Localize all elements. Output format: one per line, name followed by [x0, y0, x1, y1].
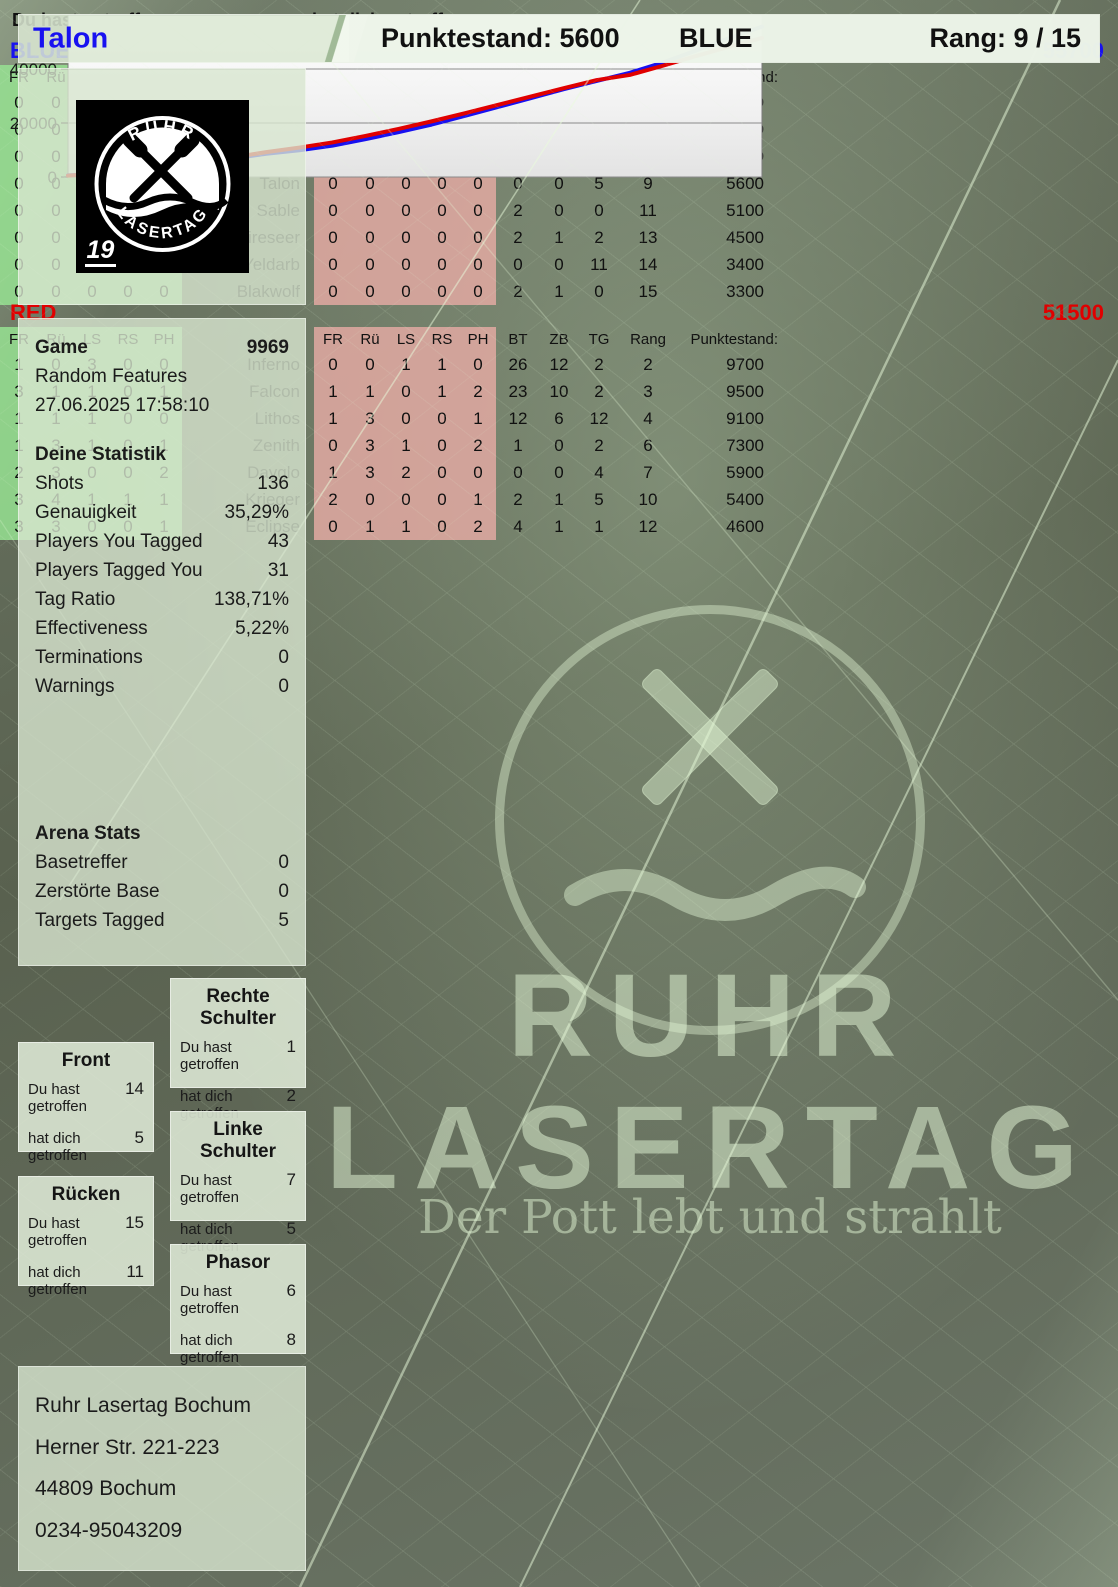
- header-bar: Talon Punktestand: 5600 BLUE Rang: 9 / 1…: [18, 14, 1100, 63]
- stat-value: 5,22%: [235, 618, 289, 639]
- address-panel: Ruhr Lasertag Bochum Herner Str. 221-223…: [18, 1366, 306, 1571]
- game-mode: Random Features: [35, 366, 188, 387]
- game-datetime: 27.06.2025 17:58:10: [35, 395, 210, 416]
- stat-value: 31: [267, 560, 289, 581]
- stat-value: 136: [257, 473, 289, 494]
- zone-taken-value: 11: [126, 1262, 144, 1281]
- game-label: Game: [35, 337, 88, 358]
- zone-hit-row: Du hast getroffen 1: [180, 1037, 296, 1073]
- arena-stat-value: 0: [278, 852, 289, 873]
- zone-taken-row: hat dich getroffen 11: [28, 1262, 144, 1298]
- stat-value: 43: [267, 531, 289, 552]
- stat-row: Tag Ratio 138,71%: [35, 585, 289, 614]
- avatar-badge: 19: [84, 238, 117, 267]
- address-line: 0234-95043209: [35, 1519, 183, 1543]
- stat-label: Warnings: [35, 676, 115, 697]
- zone-box-ruecken: Rücken Du hast getroffen 15 hat dich get…: [18, 1176, 154, 1298]
- game-row: Game 9969: [35, 333, 289, 362]
- stat-value: 138,71%: [213, 589, 289, 610]
- zone-taken-label: hat dich getroffen: [28, 1130, 87, 1164]
- stat-value: 35,29%: [224, 502, 289, 523]
- zone-hit-label: Du hast getroffen: [28, 1081, 87, 1115]
- statistics-panel: Game 9969 Random Features 27.06.2025 17:…: [18, 318, 306, 966]
- zone-hit-label: Du hast getroffen: [180, 1283, 239, 1317]
- zone-hit-label: Du hast getroffen: [180, 1039, 239, 1073]
- stat-row: Genauigkeit 35,29%: [35, 498, 289, 527]
- address-line: 44809 Bochum: [35, 1477, 177, 1501]
- zone-hit-value: 1: [286, 1037, 296, 1056]
- zone-taken-value: 5: [286, 1219, 296, 1238]
- player-name: Talon: [33, 22, 109, 54]
- stat-value: 0: [278, 647, 289, 668]
- stat-value: 0: [278, 676, 289, 697]
- zone-hit-label: Du hast getroffen: [28, 1215, 87, 1249]
- stat-label: Effectiveness: [35, 618, 148, 639]
- stat-label: Genauigkeit: [35, 502, 137, 523]
- zone-title: Rücken: [51, 1184, 121, 1205]
- zone-hit-row: Du hast getroffen 7: [180, 1170, 296, 1206]
- player-score: Punktestand: 5600: [381, 23, 620, 53]
- stat-label: Players You Tagged: [35, 531, 203, 552]
- stats-title: Deine Statistik: [35, 444, 166, 465]
- zone-taken-value: 8: [286, 1330, 296, 1349]
- zone-taken-label: hat dich getroffen: [180, 1332, 239, 1366]
- game-id: 9969: [246, 337, 289, 358]
- arena-stat-value: 0: [278, 881, 289, 902]
- zone-title: Phasor: [205, 1252, 271, 1273]
- stat-label: Players Tagged You: [35, 560, 203, 581]
- stat-row: Terminations 0: [35, 643, 289, 672]
- arena-stat-label: Zerstörte Base: [35, 881, 160, 902]
- player-rank: Rang: 9 / 15: [929, 23, 1081, 53]
- zone-title: Rechte Schulter: [199, 986, 277, 1029]
- stat-row: Players You Tagged 43: [35, 527, 289, 556]
- zone-taken-row: hat dich getroffen 5: [28, 1128, 144, 1164]
- zone-title: Linke Schulter: [199, 1119, 277, 1162]
- zone-hit-row: Du hast getroffen 6: [180, 1281, 296, 1317]
- arena-stat-label: Targets Tagged: [35, 910, 165, 931]
- arena-stat-row: Targets Tagged 5: [35, 906, 289, 935]
- zone-box-rechte-schulter: Rechte Schulter Du hast getroffen 1 hat …: [170, 978, 306, 1122]
- arena-stat-row: Basetreffer 0: [35, 848, 289, 877]
- zone-hit-value: 7: [286, 1170, 296, 1189]
- zone-box-linke-schulter: Linke Schulter Du hast getroffen 7 hat d…: [170, 1111, 306, 1255]
- stat-label: Shots: [35, 473, 84, 494]
- address-line: Ruhr Lasertag Bochum: [35, 1393, 251, 1417]
- zone-hit-value: 6: [286, 1281, 296, 1300]
- zone-hit-value: 14: [125, 1079, 144, 1098]
- zone-taken-row: hat dich getroffen 8: [180, 1330, 296, 1366]
- stat-label: Terminations: [35, 647, 143, 668]
- zone-hit-value: 15: [125, 1213, 144, 1232]
- arena-stats-title: Arena Stats: [35, 823, 141, 844]
- svg-text:LASERTAG: LASERTAG: [112, 204, 211, 242]
- zone-box-phasor: Phasor Du hast getroffen 6 hat dich getr…: [170, 1244, 306, 1366]
- zone-hit-row: Du hast getroffen 14: [28, 1079, 144, 1115]
- zone-box-front: Front Du hast getroffen 14 hat dich getr…: [18, 1042, 154, 1164]
- stat-row: Warnings 0: [35, 672, 289, 701]
- zone-hit-label: Du hast getroffen: [180, 1172, 239, 1206]
- stat-row: Effectiveness 5,22%: [35, 614, 289, 643]
- arena-stat-label: Basetreffer: [35, 852, 128, 873]
- zone-hit-row: Du hast getroffen 15: [28, 1213, 144, 1249]
- header-right-group: Punktestand: 5600 BLUE Rang: 9 / 15: [349, 15, 1099, 62]
- zone-title: Front: [61, 1050, 111, 1071]
- stat-row: Players Tagged You 31: [35, 556, 289, 585]
- stat-label: Tag Ratio: [35, 589, 116, 610]
- avatar-panel: RUHR LASERTAG 19: [18, 68, 306, 305]
- address-line: Herner Str. 221-223: [35, 1435, 220, 1459]
- avatar: RUHR LASERTAG 19: [75, 100, 249, 273]
- zone-taken-label: hat dich getroffen: [28, 1264, 87, 1298]
- player-team: BLUE: [679, 23, 753, 53]
- stat-row: Shots 136: [35, 469, 289, 498]
- zone-taken-value: 5: [134, 1128, 144, 1147]
- arena-stat-row: Zerstörte Base 0: [35, 877, 289, 906]
- arena-stat-value: 5: [278, 910, 289, 931]
- zone-taken-value: 2: [286, 1086, 296, 1105]
